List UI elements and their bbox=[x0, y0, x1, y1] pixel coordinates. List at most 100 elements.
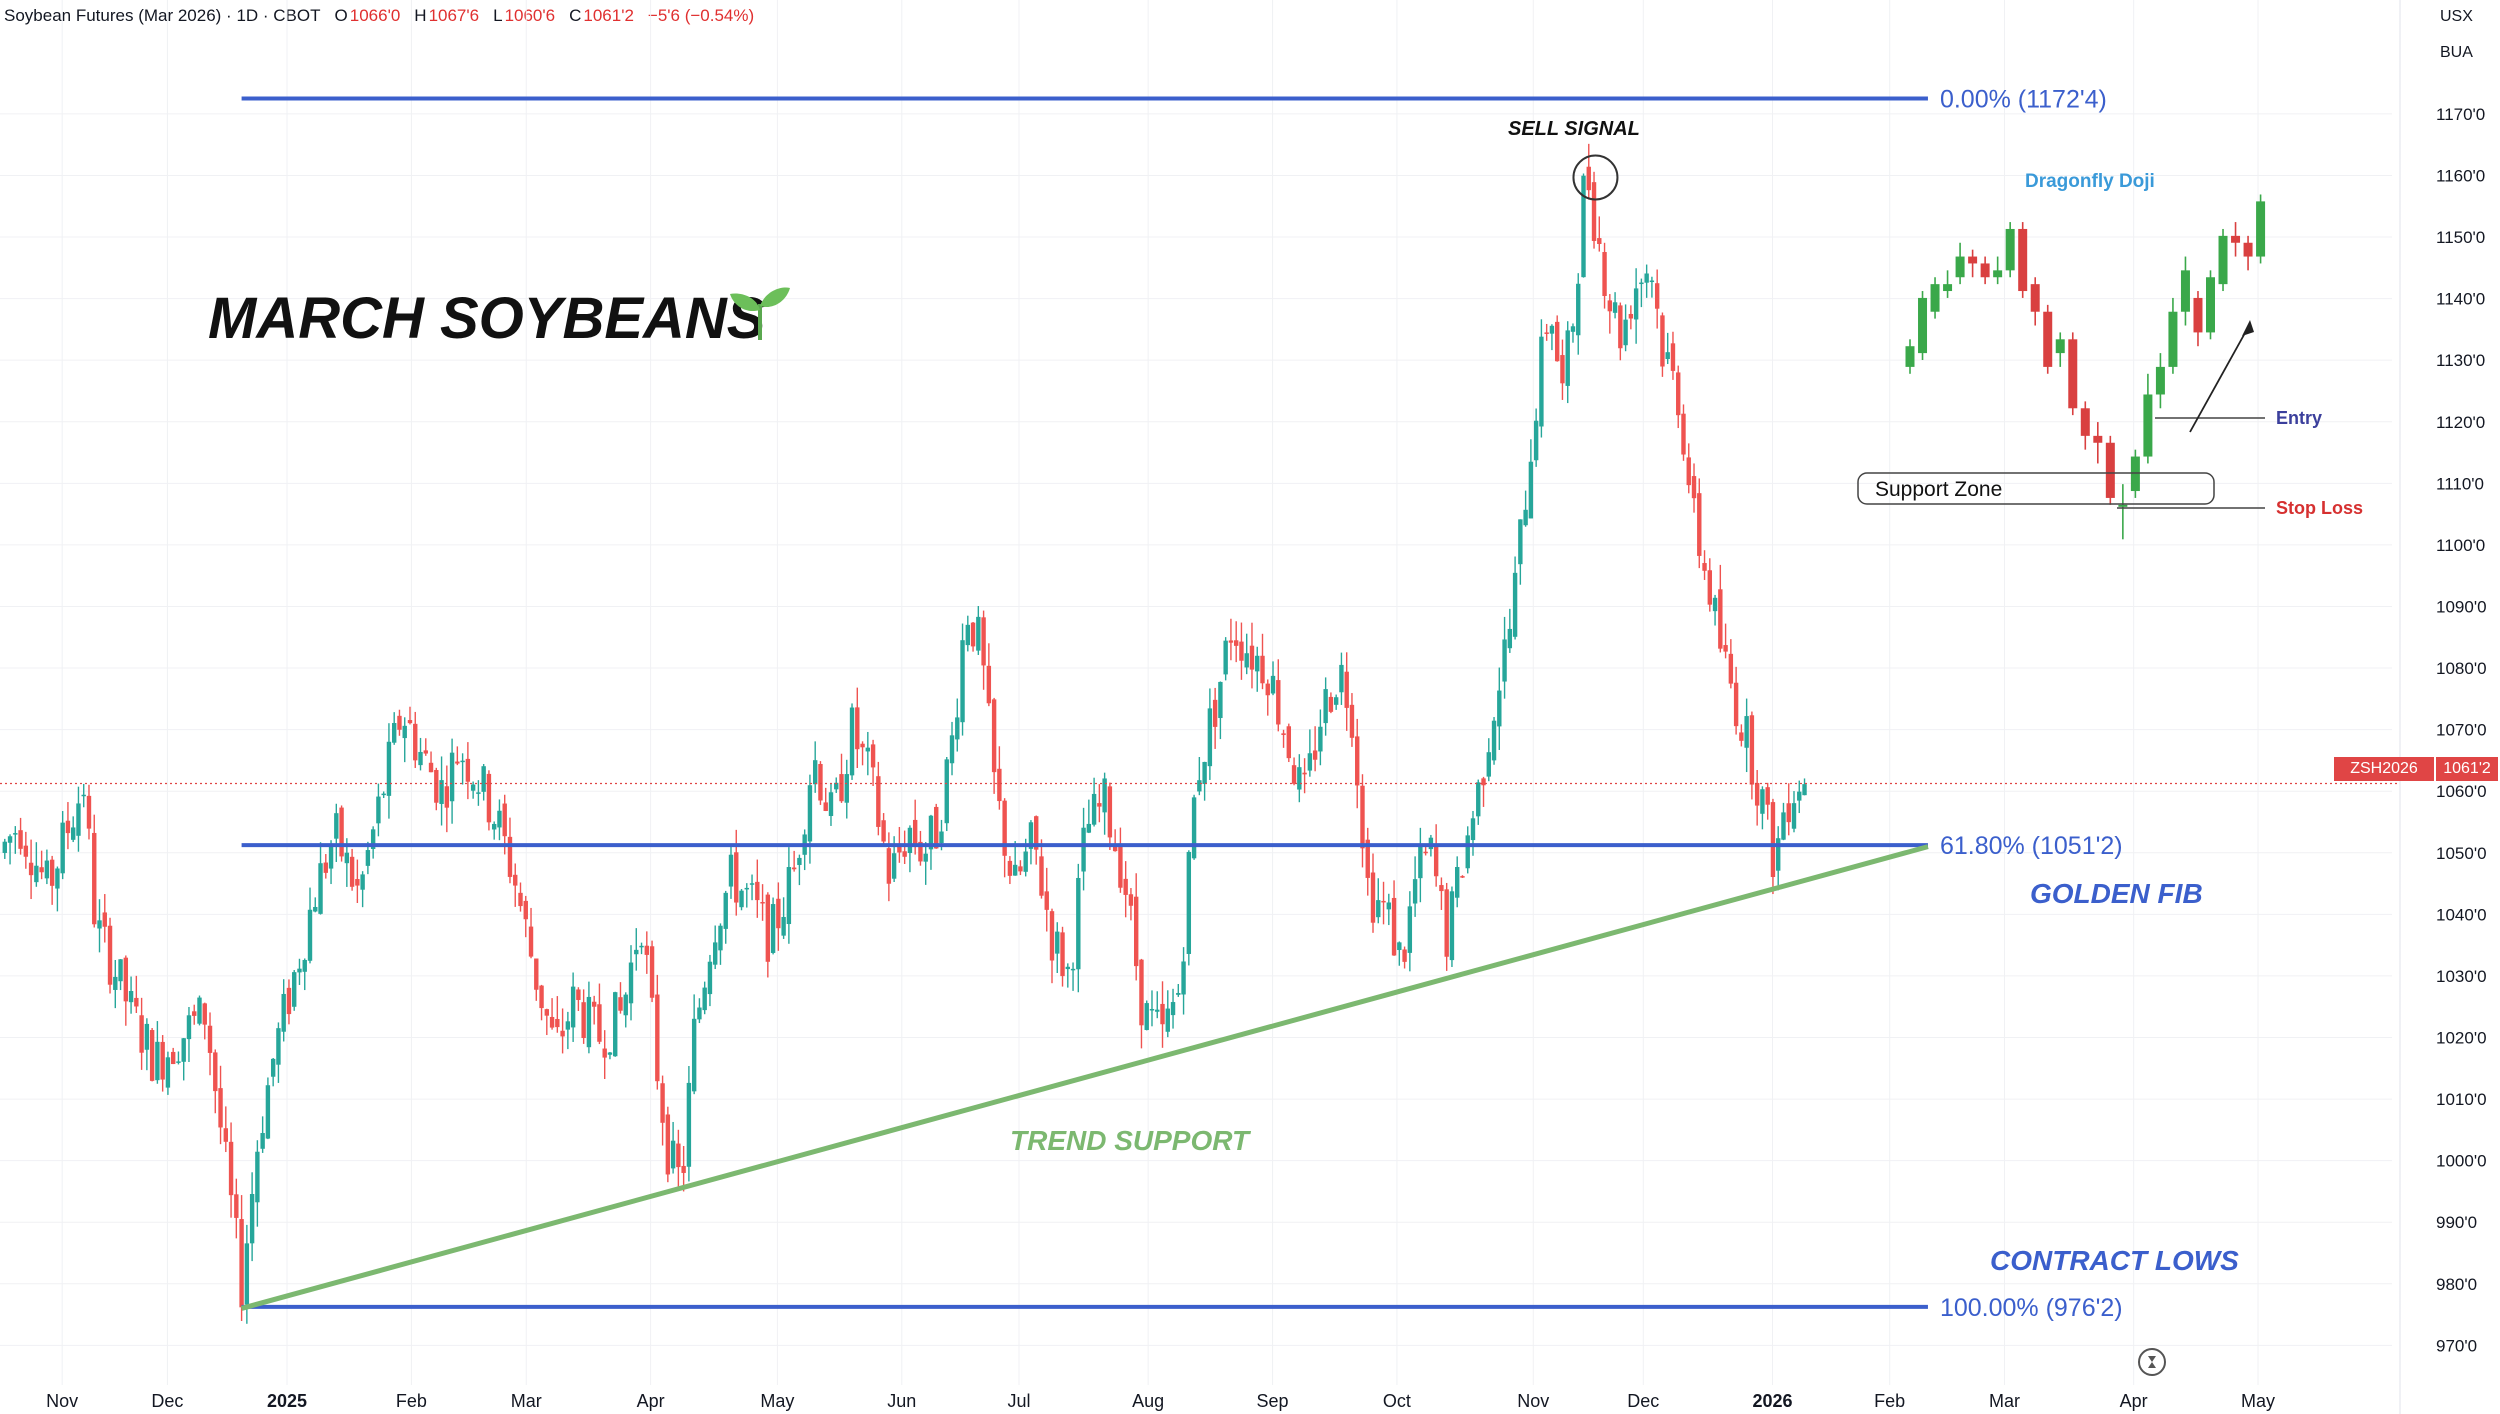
candle-body bbox=[649, 946, 655, 998]
candle-body bbox=[28, 862, 34, 876]
trend-support-line bbox=[240, 844, 1929, 1311]
candle-body bbox=[1102, 778, 1107, 813]
candle-body bbox=[13, 833, 18, 835]
x-tick-label: Nov bbox=[1517, 1391, 1549, 1411]
inset-candle-body bbox=[1968, 256, 1978, 264]
fib-618-label: 61.80% (1051'2) bbox=[1940, 832, 2123, 860]
candle-body bbox=[849, 707, 855, 776]
candle-body bbox=[1707, 570, 1713, 605]
inset-candle-body bbox=[2243, 242, 2253, 257]
candle-body bbox=[860, 743, 865, 748]
x-tick-label: May bbox=[760, 1391, 794, 1411]
candle-body bbox=[186, 1015, 192, 1040]
candle-body bbox=[586, 996, 592, 1048]
candle-body bbox=[728, 854, 734, 887]
candle-body bbox=[928, 815, 934, 850]
candle-body bbox=[1781, 812, 1786, 840]
candle-body bbox=[1370, 872, 1376, 923]
candle-body bbox=[1291, 765, 1297, 784]
inset-candle-body bbox=[2218, 235, 2228, 285]
candle-body bbox=[444, 786, 450, 808]
candle-body bbox=[1034, 816, 1039, 850]
candle-body bbox=[1144, 1003, 1149, 1030]
inset-candle-body bbox=[1955, 256, 1965, 278]
y-tick-label: 1060'0 bbox=[2436, 782, 2487, 801]
candle-body bbox=[1444, 889, 1449, 957]
candle-body bbox=[423, 750, 428, 754]
y-tick-label: 1120'0 bbox=[2436, 413, 2485, 432]
inset-candle-body bbox=[1980, 263, 1990, 278]
candle-body bbox=[844, 774, 849, 803]
candle-body bbox=[1765, 787, 1770, 805]
candle-body bbox=[1281, 733, 1286, 735]
candle-body bbox=[1139, 959, 1144, 1026]
candle-body bbox=[334, 813, 339, 839]
time-axis: Nov Dec 2025 Feb Mar Apr May Jun Jul Aug Sep Oct Nov… bbox=[46, 1391, 2275, 1411]
y-tick-label: 1000'0 bbox=[2436, 1152, 2487, 1171]
candle-body bbox=[1712, 597, 1718, 612]
candle-body bbox=[1165, 1008, 1170, 1032]
candle-body bbox=[376, 796, 381, 824]
candle-body bbox=[1249, 645, 1255, 670]
candle-body bbox=[1160, 1003, 1165, 1025]
candle-body bbox=[513, 874, 518, 886]
candle-body bbox=[1523, 509, 1528, 526]
candle-body bbox=[1044, 891, 1049, 910]
y-tick-label: 1040'0 bbox=[2436, 905, 2487, 924]
candle-body bbox=[255, 1151, 260, 1203]
candle-body bbox=[139, 1015, 144, 1053]
candle-body bbox=[92, 832, 97, 925]
candle-body bbox=[770, 904, 776, 953]
x-tick-label: Mar bbox=[1989, 1391, 2020, 1411]
candle-body bbox=[665, 1114, 671, 1175]
candle-body bbox=[144, 1023, 150, 1050]
candle-body bbox=[670, 1140, 676, 1169]
fib-0-label: 0.00% (1172'4) bbox=[1940, 85, 2107, 113]
candle-body bbox=[723, 892, 728, 929]
candle-body bbox=[834, 782, 839, 790]
candle-body bbox=[449, 752, 455, 802]
candle-body bbox=[1312, 750, 1318, 760]
candle-body bbox=[1539, 336, 1544, 427]
inset-candle-body bbox=[2118, 504, 2128, 507]
candle-body bbox=[739, 890, 744, 908]
candle-body bbox=[718, 925, 723, 951]
candle-body bbox=[402, 725, 407, 739]
candle-body bbox=[1528, 461, 1534, 519]
inset-candle-body bbox=[2018, 228, 2028, 292]
inset-candle-body bbox=[2030, 284, 2040, 312]
candle-body bbox=[244, 1243, 250, 1305]
candle-body bbox=[786, 867, 792, 925]
candle-body bbox=[360, 874, 365, 890]
candle-body bbox=[912, 819, 918, 845]
candle-body bbox=[1455, 867, 1460, 898]
candle-body bbox=[812, 760, 818, 785]
inset-candle-body bbox=[2168, 311, 2178, 367]
candle-body bbox=[960, 640, 965, 723]
replay-icon bbox=[2138, 1348, 2166, 1376]
golden-fib-label: GOLDEN FIB bbox=[2030, 878, 2203, 909]
y-tick-label: 1070'0 bbox=[2436, 721, 2487, 740]
candle-body bbox=[318, 863, 323, 914]
candle-body bbox=[1118, 844, 1123, 888]
candle-body bbox=[707, 961, 713, 995]
open-label: O bbox=[334, 6, 348, 25]
low-label: L bbox=[493, 6, 503, 25]
candle-body bbox=[1470, 818, 1476, 841]
x-tick-label: Jul bbox=[1007, 1391, 1030, 1411]
candle-body bbox=[797, 857, 802, 865]
candle-body bbox=[1181, 961, 1186, 995]
candle-body bbox=[781, 916, 786, 936]
close-value: 1061'2 bbox=[583, 6, 634, 25]
candle-body bbox=[297, 968, 302, 973]
candle-body bbox=[413, 723, 418, 761]
candle-body bbox=[86, 795, 92, 829]
candle-body bbox=[55, 868, 60, 889]
fib-100-label: 100.00% (976'2) bbox=[1940, 1294, 2123, 1322]
candle-body bbox=[260, 1133, 265, 1149]
candle-body bbox=[218, 1088, 223, 1128]
candle-body bbox=[1202, 761, 1207, 784]
y-tick-label: 1020'0 bbox=[2436, 1029, 2487, 1048]
x-tick-label: 2025 bbox=[267, 1391, 307, 1411]
